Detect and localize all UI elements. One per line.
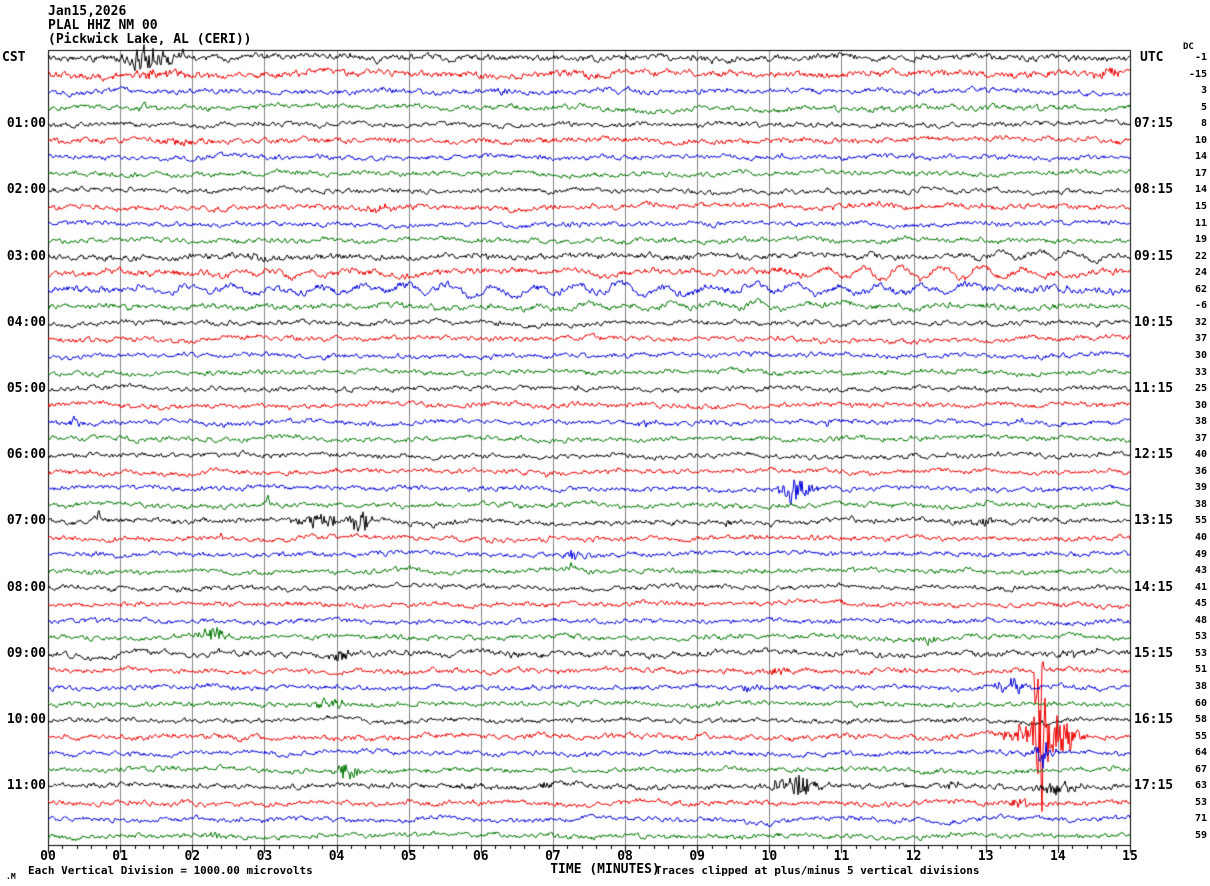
dc-offset-value: 37 [1194, 432, 1207, 444]
dc-offset-value: 41 [1194, 581, 1207, 593]
dc-offset-value: 38 [1194, 681, 1207, 692]
dc-offset-value: 30 [1194, 399, 1207, 411]
dc-offset-value: 55 [1194, 515, 1207, 527]
utc-hour-label: 17:15 [1134, 778, 1174, 794]
cst-hour-label: 08:00 [6, 579, 46, 595]
utc-hour-label: 11:15 [1134, 381, 1174, 397]
dc-offset-value: 53 [1194, 631, 1207, 643]
utc-hour-label: 07:15 [1134, 116, 1174, 132]
x-tick-label: 10 [761, 849, 778, 864]
x-tick-label: 01 [112, 849, 128, 864]
dc-offset-value: 63 [1194, 780, 1207, 792]
dc-offset-value: 67 [1194, 763, 1207, 775]
dc-offset-value: 19 [1194, 234, 1207, 246]
dc-offset-value: 39 [1194, 482, 1207, 494]
cst-hour-label: 10:00 [6, 712, 46, 728]
cst-hour-label: 11:00 [6, 778, 46, 794]
dc-offset-value: 5 [1200, 101, 1207, 113]
dc-offset-value: 64 [1194, 747, 1207, 759]
date-label: Jan15,2026 [48, 4, 127, 19]
x-tick-label: 04 [328, 849, 345, 864]
dc-offset-value: 55 [1194, 730, 1207, 742]
dc-offset-value: 14 [1194, 184, 1207, 196]
utc-hour-label: 10:15 [1134, 314, 1174, 330]
x-tick-label: 13 [977, 849, 994, 864]
x-tick-label: 14 [1050, 849, 1066, 864]
dc-offset-value: 58 [1194, 714, 1207, 726]
dc-offset-value: 62 [1194, 283, 1207, 295]
dc-offset-value: 60 [1194, 697, 1207, 709]
dc-offset-value: 59 [1194, 829, 1207, 841]
utc-hour-label: 09:15 [1134, 248, 1174, 264]
x-tick-label: 11 [833, 849, 850, 864]
cst-hour-label: 05:00 [6, 381, 46, 397]
utc-hour-label: 08:15 [1134, 182, 1174, 198]
dc-offset-value: 30 [1194, 349, 1207, 361]
x-tick-label: 12 [905, 849, 922, 864]
cst-hour-label: 04:00 [6, 314, 46, 330]
left-timezone-label: CST [2, 50, 26, 65]
dc-offset-value: 14 [1194, 151, 1207, 163]
x-tick-label: 05 [400, 849, 417, 864]
x-tick-label: 09 [689, 849, 706, 864]
clip-note: Traces clipped at plus/minus 5 vertical … [655, 864, 980, 877]
dc-offset-value: 40 [1194, 532, 1207, 544]
station-label: PLAL HHZ NM 00 [48, 18, 158, 33]
dc-offset-header: DC [1183, 42, 1194, 52]
cst-hour-label: 06:00 [6, 447, 46, 463]
x-tick-label: 07 [545, 849, 561, 864]
utc-hour-label: 13:15 [1134, 513, 1174, 529]
dc-offset-value: 3 [1200, 85, 1207, 97]
utc-hour-label: 12:15 [1134, 447, 1174, 463]
x-tick-label: 15 [1122, 849, 1138, 864]
dc-offset-value: 37 [1194, 333, 1207, 345]
x-tick-label: 02 [184, 849, 201, 864]
dc-offset-value: 49 [1194, 548, 1207, 560]
x-tick-label: 00 [40, 849, 56, 864]
dc-offset-value: 36 [1194, 465, 1207, 477]
cst-hour-label: 01:00 [6, 116, 46, 132]
scale-note: Each Vertical Division = 1000.00 microvo… [28, 864, 313, 877]
dc-offset-value: 17 [1194, 167, 1207, 179]
dc-offset-value: -1 [1194, 52, 1207, 63]
utc-hour-label: 15:15 [1134, 645, 1174, 661]
dc-offset-value: 24 [1194, 267, 1207, 279]
dc-offset-value: 38 [1194, 498, 1207, 510]
dc-offset-value: -15 [1188, 68, 1207, 80]
dc-offset-value: 33 [1194, 366, 1207, 378]
utc-hour-label: 14:15 [1134, 579, 1174, 595]
dc-offset-value: 32 [1194, 316, 1207, 328]
cst-hour-label: 09:00 [6, 645, 46, 661]
x-tick-label: 06 [472, 849, 489, 864]
dc-offset-value: 48 [1194, 614, 1207, 626]
dc-offset-value: -6 [1194, 300, 1207, 312]
dc-offset-value: 15 [1194, 200, 1207, 212]
x-tick-label: 03 [256, 849, 273, 864]
dc-offset-value: 11 [1194, 217, 1207, 229]
x-tick-label: 08 [617, 849, 633, 864]
utc-hour-label: 16:15 [1134, 712, 1174, 728]
dc-offset-value: 53 [1194, 796, 1207, 808]
right-timezone-label: UTC [1140, 50, 1164, 65]
dc-offset-value: 45 [1194, 598, 1207, 610]
dc-offset-value: 51 [1194, 664, 1207, 676]
corner-mark: .M [6, 872, 16, 881]
cst-hour-label: 02:00 [6, 182, 46, 198]
dc-offset-value: 10 [1194, 134, 1207, 146]
dc-offset-value: 43 [1194, 565, 1207, 577]
dc-offset-value: 22 [1194, 250, 1207, 262]
x-axis-title: TIME (MINUTES) [550, 862, 660, 877]
dc-offset-value: 40 [1194, 449, 1207, 461]
dc-offset-value: 53 [1194, 647, 1207, 659]
dc-offset-value: 71 [1194, 813, 1207, 825]
dc-offset-value: 38 [1194, 416, 1207, 428]
dc-offset-value: 8 [1200, 118, 1207, 130]
cst-hour-label: 03:00 [6, 248, 46, 264]
dc-offset-value: 25 [1194, 383, 1207, 395]
cst-hour-label: 07:00 [6, 513, 46, 529]
location-label: (Pickwick Lake, AL (CERI)) [48, 32, 252, 47]
